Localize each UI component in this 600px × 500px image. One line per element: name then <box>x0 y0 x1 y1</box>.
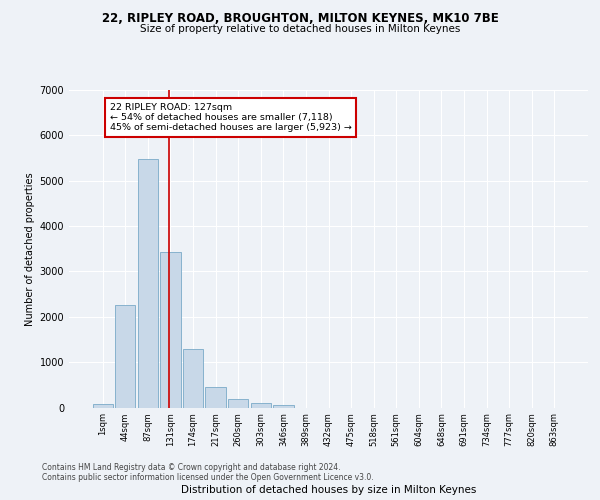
Text: Contains public sector information licensed under the Open Government Licence v3: Contains public sector information licen… <box>42 472 374 482</box>
Text: Contains HM Land Registry data © Crown copyright and database right 2024.: Contains HM Land Registry data © Crown c… <box>42 462 341 471</box>
Bar <box>228 399 248 407</box>
Bar <box>115 304 136 408</box>
Bar <box>205 386 226 407</box>
Bar <box>138 160 158 408</box>
Text: 22 RIPLEY ROAD: 127sqm
← 54% of detached houses are smaller (7,118)
45% of semi-: 22 RIPLEY ROAD: 127sqm ← 54% of detached… <box>110 102 352 132</box>
Bar <box>273 405 293 407</box>
Text: Size of property relative to detached houses in Milton Keynes: Size of property relative to detached ho… <box>140 24 460 34</box>
X-axis label: Distribution of detached houses by size in Milton Keynes: Distribution of detached houses by size … <box>181 485 476 495</box>
Y-axis label: Number of detached properties: Number of detached properties <box>25 172 35 326</box>
Bar <box>183 349 203 408</box>
Text: 22, RIPLEY ROAD, BROUGHTON, MILTON KEYNES, MK10 7BE: 22, RIPLEY ROAD, BROUGHTON, MILTON KEYNE… <box>101 12 499 26</box>
Bar <box>92 404 113 407</box>
Bar <box>160 252 181 408</box>
Bar <box>251 403 271 407</box>
